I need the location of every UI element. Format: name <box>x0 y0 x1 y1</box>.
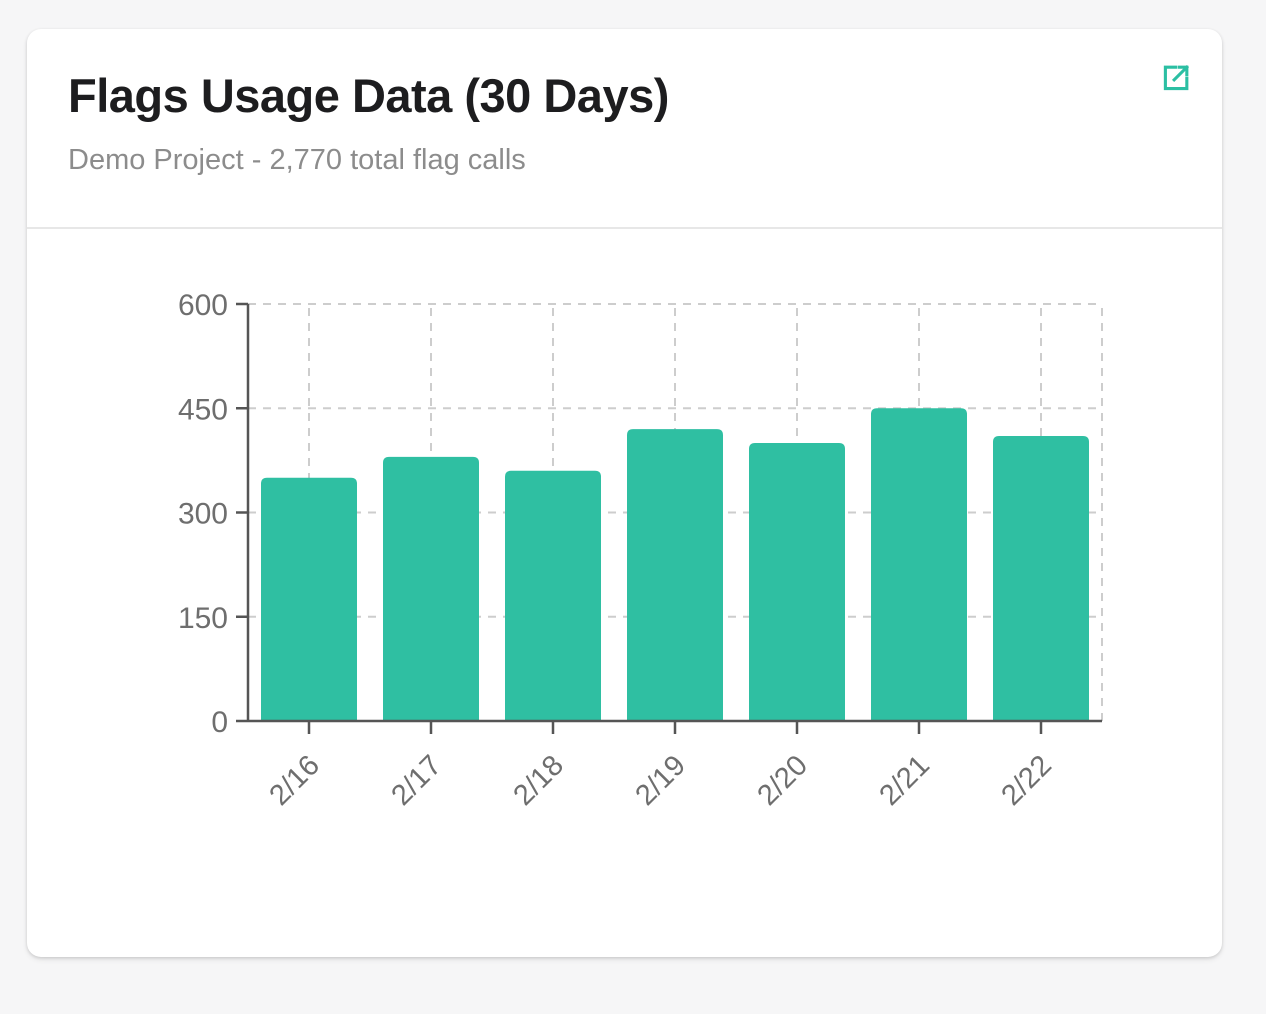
bar-2/22[interactable] <box>993 436 1089 721</box>
y-tick-label-150: 150 <box>178 602 228 635</box>
open-external-button[interactable] <box>1154 55 1198 99</box>
x-tick-label-2/18: 2/18 <box>507 749 570 812</box>
bar-2/18[interactable] <box>505 470 601 721</box>
bar-2/20[interactable] <box>749 443 845 721</box>
card-subtitle: Demo Project - 2,770 total flag calls <box>68 144 526 177</box>
x-tick-label-2/16: 2/16 <box>263 749 326 812</box>
bar-2/17[interactable] <box>383 456 479 721</box>
bar-2/16[interactable] <box>261 477 357 721</box>
card-title: Flags Usage Data (30 Days) <box>68 69 669 122</box>
x-tick-label-2/21: 2/21 <box>873 749 936 812</box>
x-tick-label-2/20: 2/20 <box>751 749 814 812</box>
x-tick-label-2/17: 2/17 <box>385 749 448 812</box>
external-link-icon <box>1163 64 1189 90</box>
bar-2/19[interactable] <box>627 429 723 721</box>
chart-area: 0 150 300 450 600 2/16 2/17 2/18 2/19 2/20 2/21 2/2… <box>27 229 1222 955</box>
flags-usage-card: Flags Usage Data (30 Days) Demo Project … <box>27 29 1222 957</box>
y-tick-label-300: 300 <box>178 498 228 531</box>
usage-bar-chart: 0 150 300 450 600 2/16 2/17 2/18 2/19 2/20 2/21 2/2… <box>178 289 1103 812</box>
y-tick-label-0: 0 <box>211 706 228 739</box>
y-tick-label-600: 600 <box>178 289 228 322</box>
y-tick-label-450: 450 <box>178 393 228 426</box>
bar-2/21[interactable] <box>871 408 967 721</box>
card-header: Flags Usage Data (30 Days) Demo Project … <box>27 29 1222 229</box>
x-tick-label-2/19: 2/19 <box>629 749 692 812</box>
x-tick-label-2/22: 2/22 <box>995 749 1058 812</box>
